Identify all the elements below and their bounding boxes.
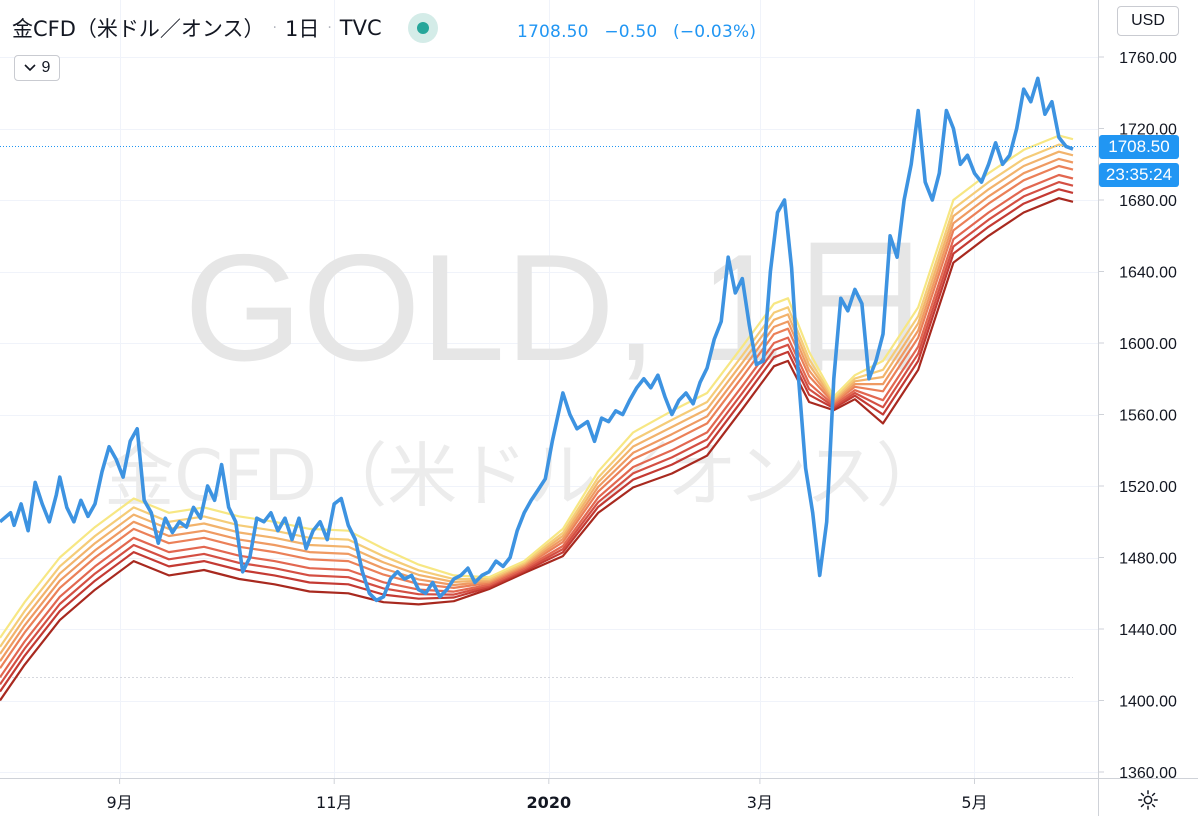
symbol-header: 金CFD（米ドル／オンス） · 1日 · TVC <box>12 13 438 43</box>
ma-line-7 <box>0 181 1074 686</box>
price-tick-label: 1560.00 <box>1119 408 1177 425</box>
time-tick-label: 2020 <box>527 793 572 812</box>
price-tick-label: 1480.00 <box>1119 551 1177 568</box>
price-series <box>0 76 1074 603</box>
chevron-down-icon <box>23 61 36 75</box>
ma-line-9 <box>0 197 1074 702</box>
change-percent-value: (−0.03%) <box>673 22 757 42</box>
gear-icon[interactable] <box>1133 786 1163 814</box>
last-price-value: 1708.50 <box>517 22 589 42</box>
time-tick-label: 11月 <box>316 793 352 812</box>
grid-lines <box>0 0 1098 778</box>
watermark-symbol: GOLD, 1日 <box>184 223 936 393</box>
price-axis: 1360.00 1400.00 1440.00 1480.00 1520.00 1560.… <box>1098 50 1177 782</box>
ma-line-8 <box>0 188 1074 693</box>
ma-line-4 <box>0 157 1074 662</box>
currency-button[interactable]: USD <box>1117 6 1179 36</box>
separator: · <box>272 20 277 36</box>
last-price-tag: 1708.50 <box>1099 135 1179 159</box>
bar-countdown-tag: 23:35:24 <box>1099 163 1179 187</box>
price-line <box>0 76 1074 603</box>
symbol-title[interactable]: 金CFD（米ドル／オンス） <box>12 17 265 41</box>
time-tick-label: 9月 <box>107 793 133 812</box>
price-tick-label: 1720.00 <box>1119 122 1177 139</box>
separator: · <box>327 20 332 36</box>
time-axis[interactable]: 9月 11月 2020 3月 5月 <box>107 778 988 812</box>
indicator-count: 9 <box>41 59 51 76</box>
price-tick-label: 1360.00 <box>1119 765 1177 782</box>
time-tick-label: 5月 <box>961 793 987 812</box>
watermark-description: 金CFD（米ドル／オンス） <box>104 435 946 517</box>
price-tick-label: 1600.00 <box>1119 336 1177 353</box>
price-tick-label: 1520.00 <box>1119 479 1177 496</box>
moving-average-ribbon <box>0 134 1074 702</box>
indicators-toggle-button[interactable]: 9 <box>14 55 60 81</box>
interval-label[interactable]: 1日 <box>284 17 320 41</box>
price-tick-label: 1760.00 <box>1119 50 1177 67</box>
change-value: −0.50 <box>604 22 658 42</box>
price-tick-label: 1680.00 <box>1119 193 1177 210</box>
ma-line-2 <box>0 143 1074 648</box>
price-tick-label: 1400.00 <box>1119 694 1177 711</box>
exchange-label: TVC <box>339 16 382 40</box>
price-scale-bg[interactable] <box>1098 0 1198 778</box>
ma-line-5 <box>0 164 1074 669</box>
ma-line-1 <box>0 134 1074 639</box>
quote-values: 1708.50 −0.50 (−0.03%) <box>517 22 766 42</box>
time-tick-label: 3月 <box>747 793 773 812</box>
price-tick-label: 1440.00 <box>1119 622 1177 639</box>
ma-line-6 <box>0 173 1074 678</box>
price-tick-label: 1640.00 <box>1119 265 1177 282</box>
market-status-icon[interactable] <box>407 13 438 43</box>
